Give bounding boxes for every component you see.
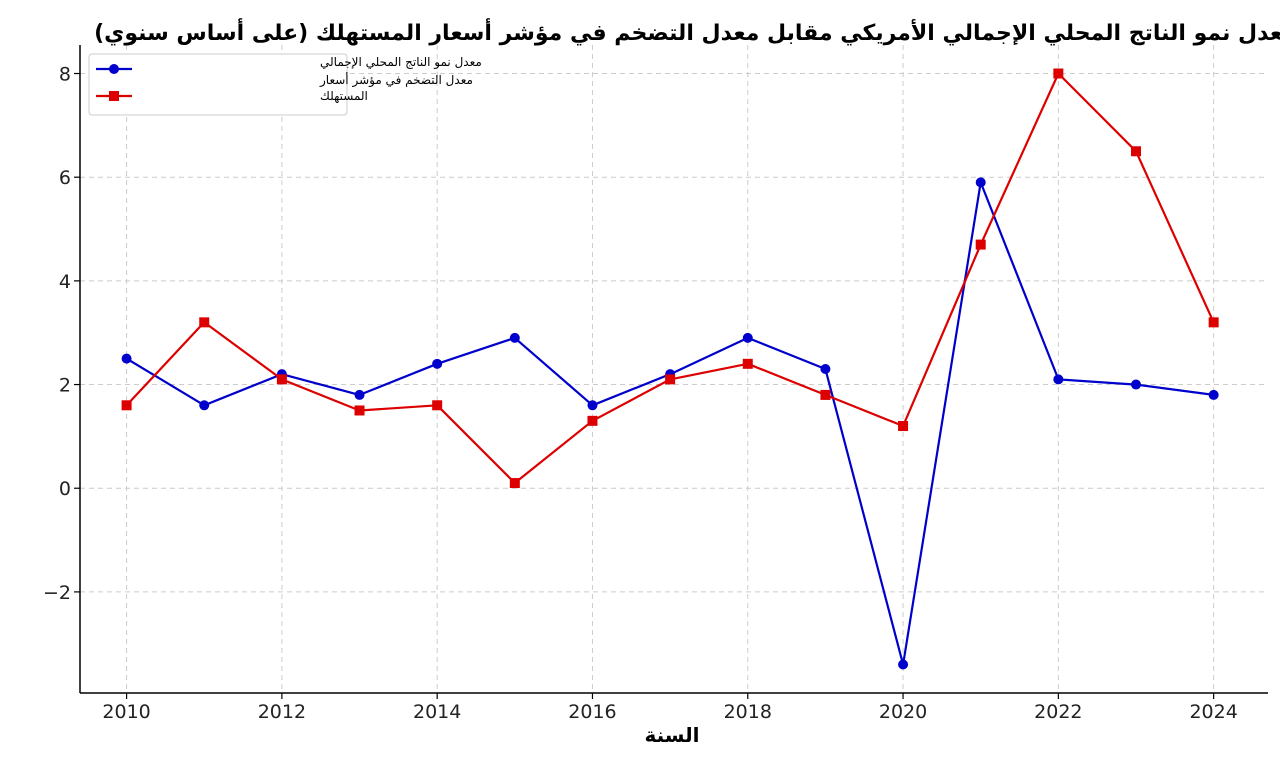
y-tick-label: −2 (43, 582, 71, 604)
y-tick-label: 0 (59, 478, 71, 500)
ticks: 2010 2012 2014 2016 2018 2020 2022 2024 −2 0 2 4 6 8 (43, 64, 1238, 723)
legend: معدل نمو الناتج المحلي الإجمالي معدل التض… (88, 53, 482, 116)
data-point (975, 239, 986, 250)
grid (80, 45, 1268, 693)
data-point (1131, 379, 1141, 390)
x-axis-title: السنة (644, 723, 699, 747)
data-point (276, 374, 287, 385)
y-tick-label: 4 (59, 271, 71, 293)
data-point (587, 400, 598, 411)
data-point (354, 389, 365, 400)
data-point (1208, 389, 1219, 400)
axes (79, 45, 1268, 694)
x-tick-label: 2022 (1034, 701, 1082, 723)
series-1 (121, 68, 1219, 489)
data-point (742, 332, 753, 343)
legend-box (88, 53, 348, 116)
x-tick-label: 2020 (879, 701, 927, 723)
legend-label: معدل نمو الناتج المحلي الإجمالي (320, 55, 482, 70)
x-tick-label: 2010 (102, 701, 150, 723)
series-line (125, 72, 1215, 485)
data-point (354, 405, 365, 416)
data-point (1053, 68, 1064, 79)
chart-title: معدل نمو الناتج المحلي الإجمالي الأمريكي… (94, 17, 1280, 46)
x-tick-label: 2024 (1189, 701, 1237, 723)
data-point (121, 353, 132, 364)
legend-label: معدل التضخم في مؤشر أسعار (319, 72, 473, 88)
data-point (199, 400, 210, 411)
x-tick-label: 2018 (724, 701, 772, 723)
data-point (898, 421, 909, 432)
data-point (121, 400, 132, 411)
data-point (509, 332, 520, 343)
data-point (1131, 146, 1141, 157)
data-point (432, 358, 443, 369)
data-point (898, 659, 909, 670)
data-point (1053, 374, 1064, 385)
y-tick-label: 2 (59, 375, 71, 397)
x-tick-label: 2012 (258, 701, 306, 723)
x-tick-label: 2016 (568, 701, 616, 723)
data-point (587, 415, 598, 426)
data-point (665, 374, 676, 385)
data-point (199, 317, 210, 328)
legend-label: المستهلك (320, 89, 368, 103)
data-point (820, 364, 831, 374)
data-point (1208, 317, 1219, 328)
data-point (432, 400, 443, 411)
data-point (509, 478, 520, 489)
data-point (975, 177, 986, 188)
legend-marker (109, 64, 119, 74)
x-tick-label: 2014 (413, 701, 461, 723)
data-point (742, 358, 753, 369)
series (121, 68, 1219, 670)
y-tick-label: 8 (59, 64, 71, 86)
legend-marker (109, 91, 119, 101)
data-point (820, 389, 831, 400)
series-0 (121, 177, 1219, 670)
y-tick-label: 6 (59, 167, 71, 189)
